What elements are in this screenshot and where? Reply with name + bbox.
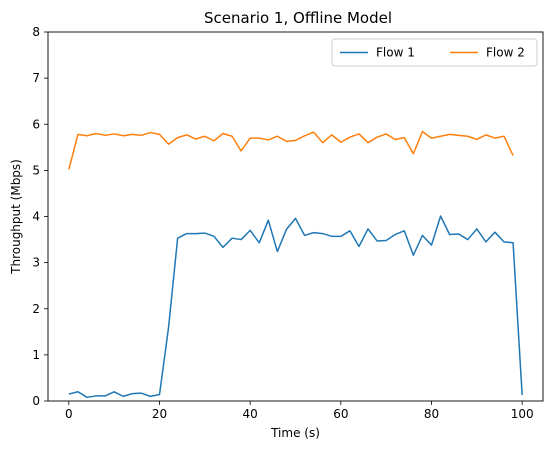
series-line-1 (68, 215, 523, 399)
y-tick-label: 4 (32, 210, 40, 224)
series-layer (68, 130, 523, 399)
y-axis-label: Throughput (Mbps) (9, 159, 23, 275)
ticks-layer: 0 20 40 60 80 100 0 1 2 3 4 5 6 7 8 (32, 25, 533, 421)
x-tick-label: 40 (243, 407, 258, 421)
x-tick-label: 60 (333, 407, 348, 421)
legend-box (331, 38, 538, 67)
y-tick-label: 8 (32, 25, 40, 39)
y-tick-label: 0 (32, 394, 40, 408)
y-tick-label: 6 (32, 117, 40, 131)
y-tick-label: 3 (32, 256, 40, 270)
chart-title: Scenario 1, Offline Model (204, 9, 392, 27)
legend-label-1: Flow 1 (376, 46, 415, 60)
legend: Flow 1 Flow 2 (331, 38, 538, 67)
y-tick-label: 1 (32, 348, 40, 362)
plot-frame (47, 31, 544, 402)
x-tick-label: 80 (424, 407, 439, 421)
y-tick-label: 5 (32, 163, 40, 177)
y-tick-label: 7 (32, 71, 40, 85)
x-tick-label: 0 (65, 407, 73, 421)
x-tick-label: 20 (152, 407, 167, 421)
x-axis-label: Time (s) (270, 426, 320, 440)
x-tick-label: 100 (511, 407, 534, 421)
series-line-2 (68, 130, 514, 170)
legend-label-2: Flow 2 (486, 46, 525, 60)
y-tick-label: 2 (32, 302, 40, 316)
